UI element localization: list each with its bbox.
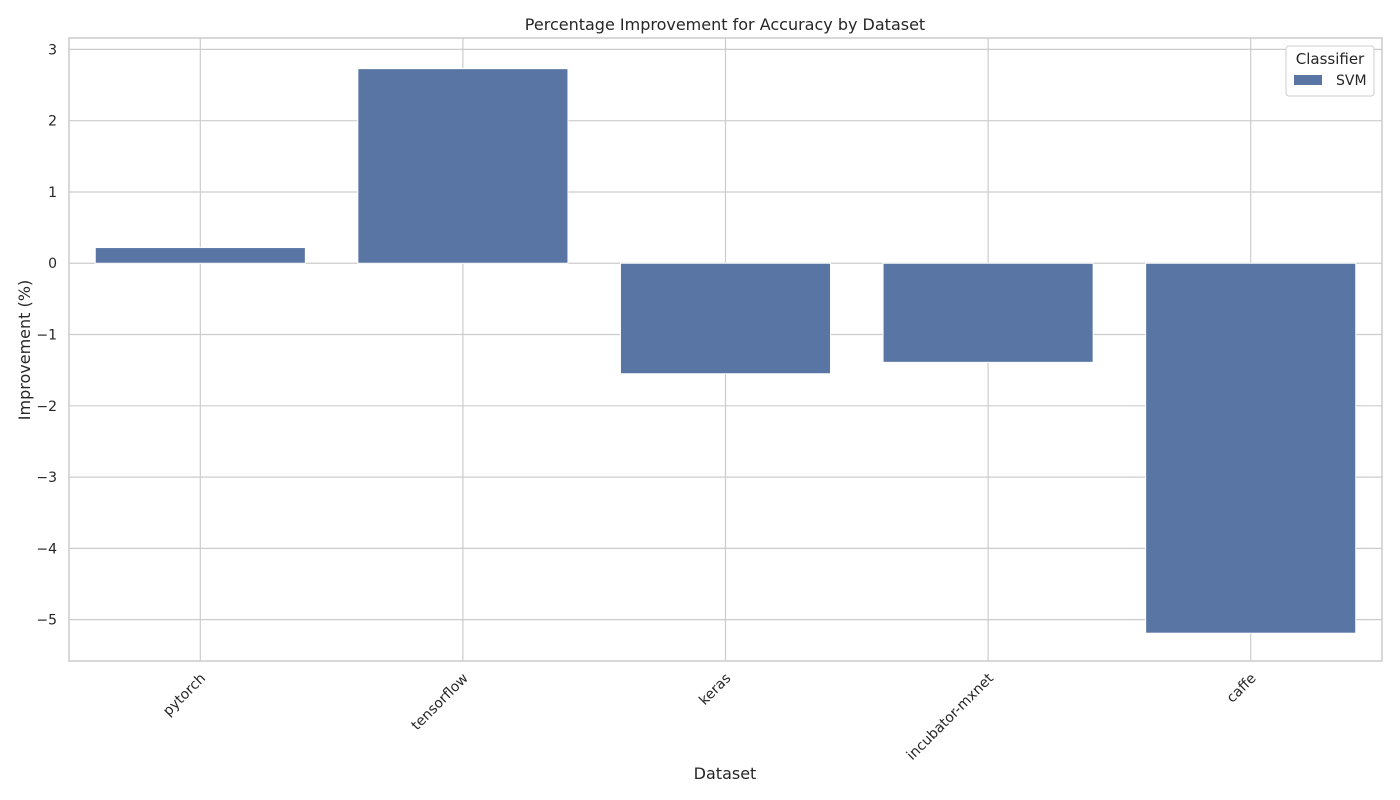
bars [94,68,1357,634]
y-tick-label: −4 [36,541,57,557]
legend-title: Classifier [1296,50,1365,68]
y-tick-label: −5 [36,613,57,629]
x-tick-labels: pytorch tensorflow keras incubator-mxnet caf… [160,670,1259,763]
y-tick-label: 2 [48,114,57,130]
y-tick-label: 0 [48,256,57,272]
y-tick-label: 1 [48,185,57,201]
x-tick-label: keras [696,671,734,709]
bar-incubator-mxnet [882,262,1094,363]
x-tick-label: pytorch [160,671,209,720]
x-tick-label: incubator-mxnet [904,670,997,763]
x-tick-label: caffe [1224,671,1260,707]
y-tick-label: −1 [36,328,57,344]
bar-pytorch [94,247,306,264]
plot-frame [68,37,1383,662]
bar-caffe [1145,262,1357,634]
legend-swatch-svm [1294,75,1322,85]
legend: Classifier SVM [1285,45,1375,97]
x-axis-title: Dataset [694,764,757,783]
y-tick-label: −3 [36,470,57,486]
y-tick-label: −2 [36,399,57,415]
bar-tensorflow [357,68,569,264]
y-tick-labels: 3 2 1 0 −1 −2 −3 −4 −5 [36,42,57,628]
x-tick-label: tensorflow [408,671,471,734]
bar-keras [619,262,832,375]
y-tick-label: 3 [48,42,57,58]
legend-label-svm: SVM [1336,73,1367,89]
y-axis-title: Improvement (%) [15,280,34,420]
chart-title: Percentage Improvement for Accuracy by D… [525,15,925,34]
